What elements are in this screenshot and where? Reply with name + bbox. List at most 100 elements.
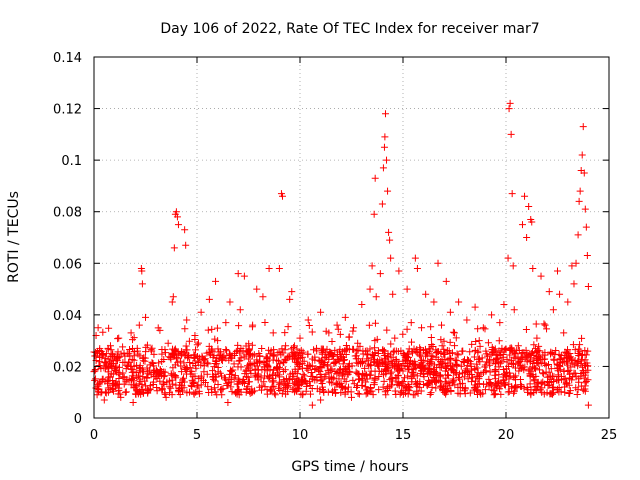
data-point-dense [101,388,109,396]
data-point-dense [552,347,560,355]
data-point-dense [336,330,344,338]
data-point-dense [438,385,446,393]
data-point-dense [550,389,558,397]
data-point-dense [154,324,162,332]
data-point-dense [345,346,353,354]
data-point-dense [498,357,506,365]
data-point-dense [176,390,184,398]
data-point-dense [485,359,493,367]
data-point-dense [228,354,236,362]
data-point-dense [507,356,515,364]
data-point-dense [540,390,548,398]
data-point-dense [254,376,262,384]
data-point-dense [234,346,242,354]
data-point [115,334,123,342]
data-point-dense [451,356,459,364]
data-point-dense [536,366,544,374]
data-point-dense [441,367,449,375]
data-point-dense [306,378,314,386]
data-point-dense [310,346,318,354]
data-point [380,143,388,151]
data-point-dense [141,354,149,362]
data-point-dense [463,368,471,376]
data-point-dense [147,346,155,354]
data-point-dense [474,349,482,357]
data-point-dense [137,390,145,398]
data-point [506,99,514,107]
data-point-dense [507,344,515,352]
data-point-dense [487,381,495,389]
data-point-dense [548,383,556,391]
data-point-dense [521,354,529,362]
data-point-dense [137,385,145,393]
data-point-dense [380,352,388,360]
data-point [197,308,205,316]
data-point-dense [351,352,359,360]
data-point-dense [204,326,212,334]
data-point-dense [244,373,252,381]
data-point [240,272,248,280]
data-point [173,213,181,221]
data-point-dense [491,371,499,379]
data-point-dense [279,367,287,375]
data-point-dense [353,359,361,367]
data-point-dense [444,371,452,379]
data-point-dense [432,348,440,356]
data-point [496,319,504,327]
data-point-dense [456,380,464,388]
data-point [574,231,582,239]
data-point-dense [423,382,431,390]
data-point-dense [369,391,377,399]
data-point-dense [387,340,395,348]
data-point-dense [361,364,369,372]
data-point-dense [313,376,321,384]
data-point-dense [500,373,508,381]
data-point-dense [150,350,158,358]
data-point-dense [204,383,212,391]
data-point-dense [297,346,305,354]
data-point-dense [495,379,503,387]
data-point-dense [308,328,316,336]
data-point-dense [331,346,339,354]
x-tick-label: 15 [395,428,412,443]
data-point-dense [444,371,452,379]
data-point-dense [453,357,461,365]
data-point-dense [334,369,342,377]
data-point [183,316,191,324]
data-point-dense [385,358,393,366]
data-point-dense [529,373,537,381]
plot-frame [93,56,610,419]
data-point-dense [327,350,335,358]
data-point-dense [445,347,453,355]
data-point-dense [530,377,538,385]
data-point-dense [316,363,324,371]
data-point [94,324,102,332]
data-point-dense [197,381,205,389]
data-point-dense [471,366,479,374]
data-point [583,252,591,260]
data-point-dense [526,370,534,378]
data-point-dense [492,355,500,363]
data-point-dense [553,385,561,393]
data-point-dense [106,373,114,381]
data-point-dense [490,347,498,355]
data-point-dense [306,390,314,398]
data-point-dense [125,376,133,384]
data-point-dense [451,381,459,389]
data-point-dense [213,354,221,362]
data-point-dense [291,388,299,396]
data-point [265,264,273,272]
data-point-dense [247,350,255,358]
data-point [564,298,572,306]
data-point [471,303,479,311]
x-axis-label: GPS time / hours [291,459,408,475]
data-point-dense [168,345,176,353]
data-point-dense [506,351,514,359]
data-point-dense [122,365,130,373]
data-point-dense [167,355,175,363]
data-point-dense [562,379,570,387]
chart-title: Day 106 of 2022, Rate Of TEC Index for r… [160,21,539,37]
data-point-dense [275,364,283,372]
data-point-dense [200,362,208,370]
